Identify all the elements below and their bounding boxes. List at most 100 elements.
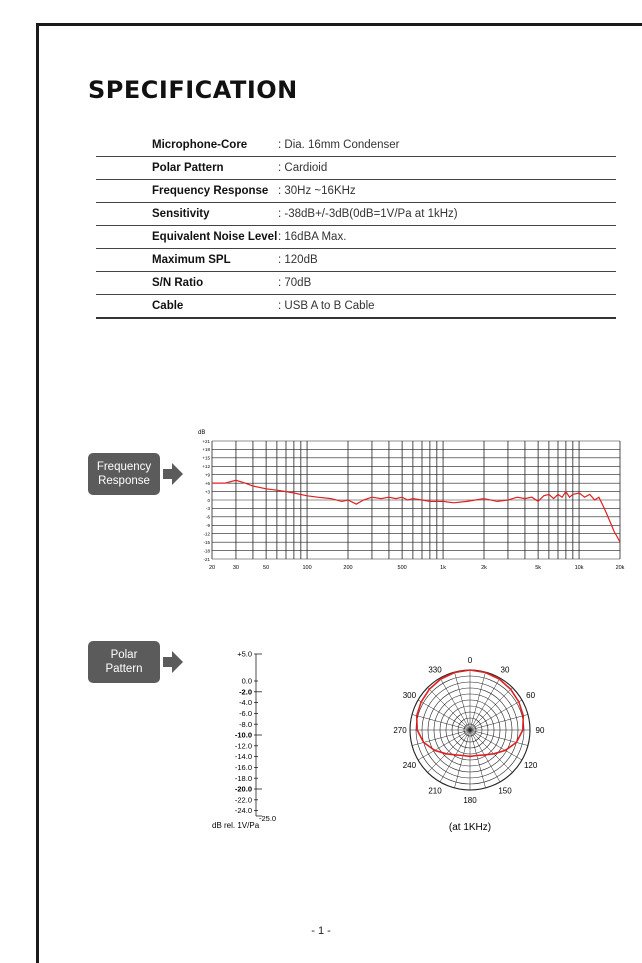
spec-value: : 30Hz ~16KHz bbox=[278, 179, 616, 203]
spec-value: : Cardioid bbox=[278, 156, 616, 180]
scale-label: -10.0 bbox=[235, 731, 252, 740]
table-row: Maximum SPL: 120dB bbox=[96, 248, 616, 272]
table-row: Frequency Response: 30Hz ~16KHz bbox=[96, 179, 616, 203]
polar-angle-label: 150 bbox=[498, 787, 512, 796]
polar-spoke bbox=[427, 729, 471, 773]
polar-spoke bbox=[469, 687, 513, 731]
polar-spoke bbox=[469, 714, 529, 731]
polar-pattern-chart: 0 30 60 90 120 150 180 210 240 270 300 330 (at 1KHz) bbox=[393, 656, 545, 833]
y-tick-label: +15 bbox=[202, 456, 210, 461]
x-tick-label: 500 bbox=[398, 565, 407, 571]
polar-angle-label: 60 bbox=[526, 691, 535, 700]
polar-angle-label: 90 bbox=[536, 726, 545, 735]
arrow-right-icon bbox=[163, 651, 183, 673]
table-row: S/N Ratio: 70dB bbox=[96, 271, 616, 295]
polar-angle-label: 270 bbox=[393, 726, 407, 735]
polar-spoke bbox=[411, 729, 471, 746]
polar-spoke bbox=[439, 677, 471, 731]
page-border bbox=[36, 23, 642, 963]
scale-label: -25.0 bbox=[259, 814, 276, 823]
polar-angle-label: 0 bbox=[468, 656, 473, 665]
polar-angle-label: 240 bbox=[403, 761, 417, 770]
scale-label: -24.0 bbox=[235, 806, 252, 815]
polar-pattern-tag: Polar Pattern bbox=[88, 641, 160, 683]
frequency-response-line bbox=[212, 479, 621, 543]
spec-label: Equivalent Noise Level bbox=[96, 225, 278, 249]
y-tick-label: -3 bbox=[206, 506, 210, 511]
spec-label: Sensitivity bbox=[96, 202, 278, 226]
spec-label: Cable bbox=[96, 294, 278, 319]
x-tick-label: 20 bbox=[209, 565, 215, 571]
spec-value: : -38dB+/-3dB(0dB=1V/Pa at 1kHz) bbox=[278, 202, 616, 226]
polar-pattern-line bbox=[415, 669, 525, 758]
y-tick-label: +18 bbox=[202, 447, 210, 452]
table-row: Polar Pattern: Cardioid bbox=[96, 156, 616, 180]
x-tick-label: 50 bbox=[263, 565, 269, 571]
y-tick-label: -9 bbox=[206, 523, 210, 528]
polar-angle-label: 300 bbox=[403, 691, 417, 700]
x-tick-label: 30 bbox=[233, 565, 239, 571]
y-tick-label: +3 bbox=[205, 489, 211, 494]
x-tick-label: 100 bbox=[302, 565, 311, 571]
spec-label: Maximum SPL bbox=[96, 248, 278, 272]
scale-label: 0.0 bbox=[242, 677, 252, 686]
y-tick-label: -6 bbox=[206, 515, 210, 520]
polar-angle-label: 210 bbox=[428, 787, 442, 796]
frequency-response-tag: Frequency Response bbox=[88, 453, 160, 495]
table-row: Equivalent Noise Level: 16dBA Max. bbox=[96, 225, 616, 249]
x-tick-label: 200 bbox=[343, 565, 352, 571]
spec-label: Frequency Response bbox=[96, 179, 278, 203]
spec-value: : Dia. 16mm Condenser bbox=[278, 134, 616, 157]
spec-table: Microphone-Core: Dia. 16mm Condenser Pol… bbox=[96, 134, 616, 319]
y-tick-label: +9 bbox=[205, 473, 211, 478]
spec-value: : 16dBA Max. bbox=[278, 225, 616, 249]
x-tick-label: 5k bbox=[535, 565, 541, 571]
spec-label: Polar Pattern bbox=[96, 156, 278, 180]
polar-spoke bbox=[469, 729, 529, 746]
x-tick-label: 20k bbox=[616, 565, 625, 571]
scale-label: -12.0 bbox=[235, 741, 252, 750]
spec-label: Microphone-Core bbox=[96, 134, 278, 157]
table-row: Sensitivity: -38dB+/-3dB(0dB=1V/Pa at 1k… bbox=[96, 202, 616, 226]
frequency-response-chart: dB +21 +18 +15 +12 +9 +6 +3 0 -3 -6 -9 -12 -15 -18 -21 2… bbox=[198, 430, 625, 571]
polar-spoke bbox=[469, 729, 523, 761]
polar-angle-label: 330 bbox=[428, 665, 442, 674]
y-tick-label: -15 bbox=[203, 540, 210, 545]
db-scale: +5.0 0.0-2.0 -4.0 -6.0 -8.0 -10.0-12.0 -14.0 -1… bbox=[212, 650, 276, 830]
y-axis-label: dB bbox=[198, 430, 205, 436]
page-title: SPECIFICATION bbox=[88, 76, 298, 104]
spec-value: : 120dB bbox=[278, 248, 616, 272]
y-tick-label: -18 bbox=[203, 548, 210, 553]
spec-value: : USB A to B Cable bbox=[278, 294, 616, 319]
scale-label: -4.0 bbox=[239, 698, 252, 707]
arrow-right-icon bbox=[163, 463, 183, 485]
x-tick-label: 1k bbox=[440, 565, 446, 571]
polar-spoke bbox=[439, 729, 471, 783]
scale-label: +5.0 bbox=[237, 650, 252, 659]
x-tick-label: 2k bbox=[481, 565, 487, 571]
scale-label: -18.0 bbox=[235, 774, 252, 783]
scale-label: -16.0 bbox=[235, 763, 252, 772]
y-tick-label: +12 bbox=[202, 464, 210, 469]
polar-spoke bbox=[469, 699, 523, 731]
y-tick-label: -21 bbox=[203, 557, 210, 562]
page-number: - 1 - bbox=[311, 925, 331, 937]
polar-spoke bbox=[469, 671, 486, 731]
scale-label: -8.0 bbox=[239, 720, 252, 729]
x-tick-label: 10k bbox=[575, 565, 584, 571]
scale-label: -22.0 bbox=[235, 795, 252, 804]
y-tick-label: -12 bbox=[203, 532, 210, 537]
polar-spoke bbox=[417, 699, 471, 731]
polar-angle-label: 180 bbox=[463, 796, 477, 805]
y-tick-label: +21 bbox=[202, 439, 210, 444]
scale-label: -20.0 bbox=[235, 785, 252, 794]
polar-caption: (at 1KHz) bbox=[449, 822, 491, 833]
polar-spoke bbox=[469, 729, 486, 789]
polar-spoke bbox=[454, 671, 471, 731]
polar-spoke bbox=[469, 677, 501, 731]
polar-angle-label: 120 bbox=[524, 761, 538, 770]
scale-caption: dB rel. 1V/Pa bbox=[212, 821, 260, 830]
polar-spoke bbox=[469, 729, 513, 773]
scale-label: -2.0 bbox=[239, 687, 252, 696]
polar-angle-label: 30 bbox=[501, 665, 510, 674]
